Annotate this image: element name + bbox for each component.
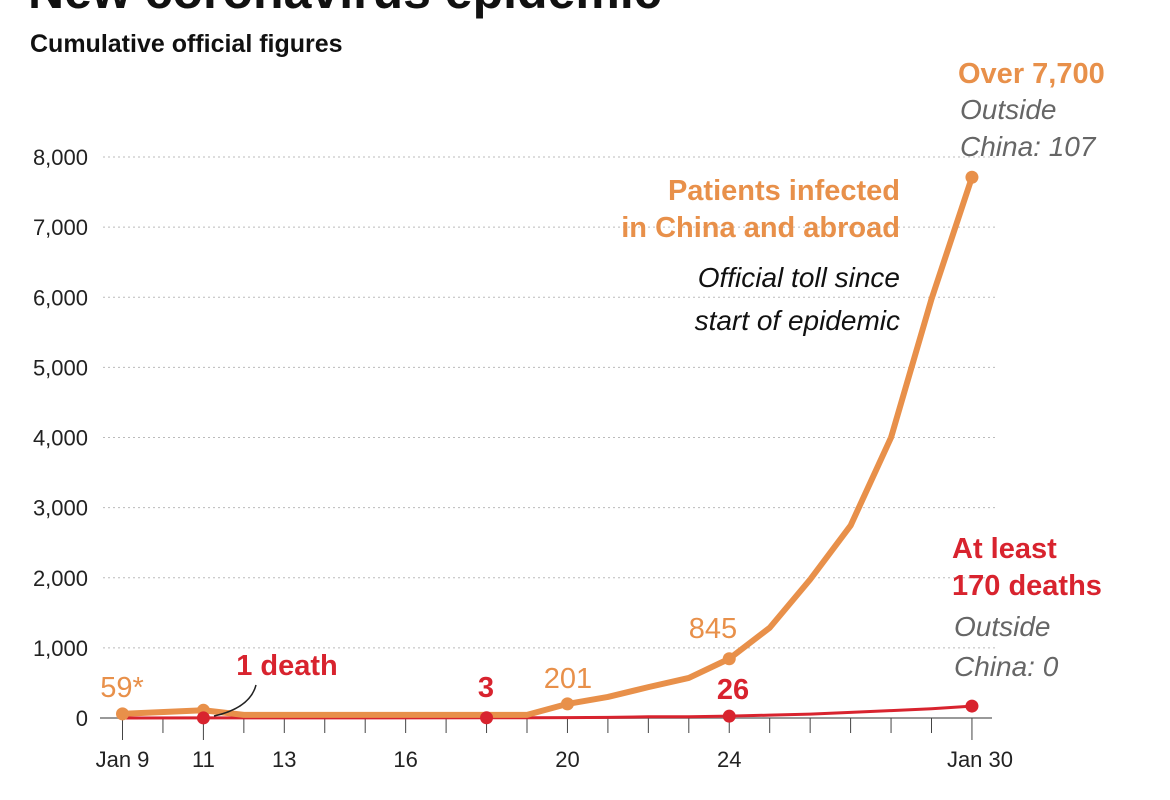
deaths-data-label: 3 <box>478 672 494 704</box>
y-tick-label: 1,000 <box>33 636 88 661</box>
series-label-infected-1: Patients infected <box>668 175 900 207</box>
x-tick-label: 24 <box>717 747 741 772</box>
annotation-infected-outside-2: China: 107 <box>960 131 1097 162</box>
infected-point <box>116 707 129 721</box>
y-tick-label: 0 <box>76 706 88 731</box>
annotation-deaths-outside-2: China: 0 <box>954 651 1059 682</box>
deaths-data-label: 1 death <box>236 650 338 682</box>
annotation-deaths-outside-1: Outside <box>954 611 1051 642</box>
x-tick-label: 11 <box>192 747 215 772</box>
deaths-data-label: 26 <box>717 674 749 706</box>
chart-subtitle: Cumulative official figures <box>30 30 343 58</box>
x-tick-label: Jan 9 <box>96 747 150 772</box>
chart-title: New coronavirus epidemic <box>28 0 662 20</box>
death-label-leader <box>213 684 257 717</box>
annotation-deaths-total-2: 170 deaths <box>952 570 1102 602</box>
infected-point <box>965 170 979 184</box>
infected-data-label: 59* <box>100 672 144 704</box>
deaths-point <box>480 711 494 725</box>
series-label-infected-2: in China and abroad <box>621 212 900 244</box>
infected-point <box>722 652 736 666</box>
infected-line <box>119 174 975 718</box>
infected-data-label: 845 <box>689 613 737 645</box>
note-1: Official toll since <box>698 262 900 293</box>
x-tick-label: 16 <box>393 747 417 772</box>
deaths-point <box>965 699 979 713</box>
y-tick-label: 4,000 <box>33 426 88 451</box>
y-tick-label: 8,000 <box>33 145 88 170</box>
y-tick-label: 6,000 <box>33 285 88 310</box>
y-tick-label: 3,000 <box>33 496 88 521</box>
x-tick-label: 13 <box>272 747 296 772</box>
x-tick-label: 20 <box>555 747 579 772</box>
x-tick-label: Jan 30 <box>947 747 1013 772</box>
infected-point <box>560 697 574 711</box>
deaths-point <box>722 709 736 723</box>
infected-data-label: 201 <box>544 663 592 695</box>
annotation-deaths-total-1: At least <box>952 533 1057 565</box>
annotation-infected-outside-1: Outside <box>960 94 1057 125</box>
y-tick-label: 5,000 <box>33 355 88 380</box>
note-2: start of epidemic <box>695 305 900 336</box>
annotation-infected-total: Over 7,700 <box>958 58 1105 90</box>
y-tick-label: 2,000 <box>33 566 88 591</box>
deaths-point <box>196 711 210 725</box>
y-tick-label: 7,000 <box>33 215 88 240</box>
